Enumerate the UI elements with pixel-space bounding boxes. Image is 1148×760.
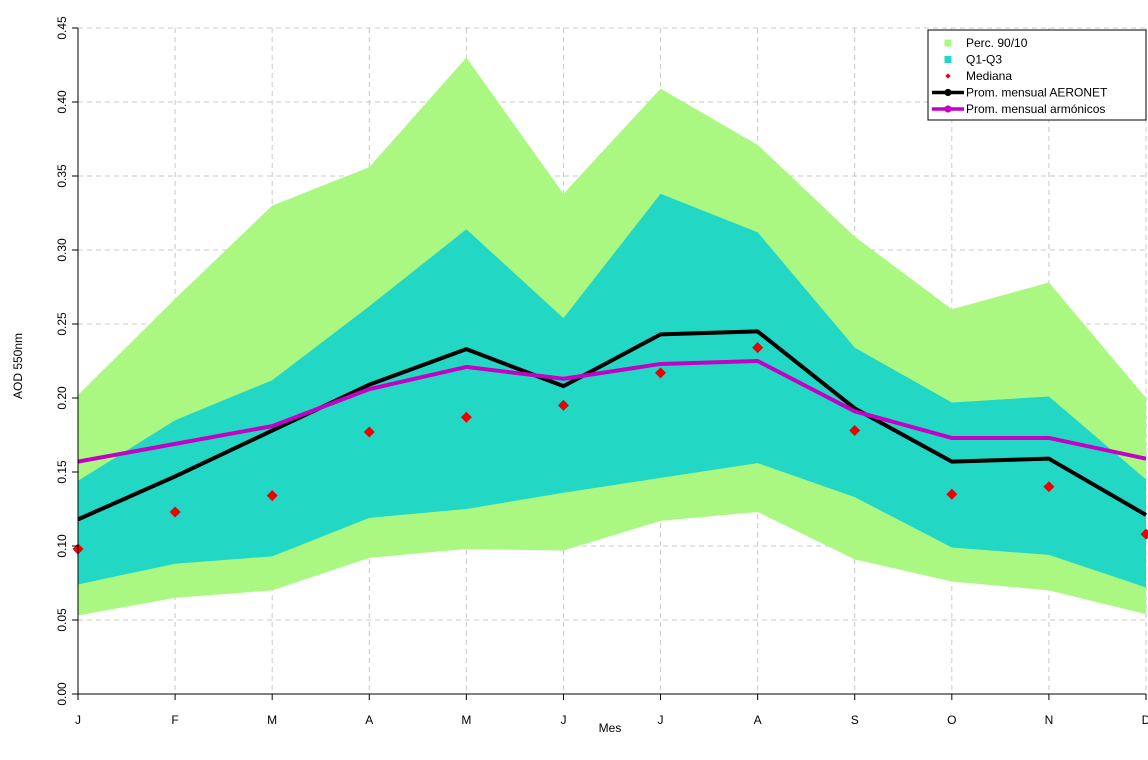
median-point-5 — [557, 399, 569, 411]
band-1 — [78, 193, 1146, 588]
series-lines — [77, 329, 1148, 522]
legend-label-3: Prom. mensual AERONET — [966, 86, 1108, 100]
median-point-3 — [363, 426, 375, 438]
median-points — [72, 342, 1148, 555]
x-tick-label-2: M — [267, 713, 277, 727]
x-tick-label-11: D — [1142, 713, 1148, 727]
y-tick-label-7: 0.35 — [55, 164, 69, 188]
y-tick-label-5: 0.25 — [55, 312, 69, 336]
x-tick-label-3: A — [365, 713, 373, 727]
x-tick-label-6: J — [658, 713, 664, 727]
median-point-2 — [266, 490, 278, 502]
x-tick-label-5: J — [560, 713, 566, 727]
median-point-9 — [946, 488, 958, 500]
y-tick-label-6: 0.30 — [55, 238, 69, 262]
legend: Perc. 90/10 Q1-Q3 Mediana Prom. mensual AER… — [927, 29, 1147, 121]
median-point-1 — [169, 506, 181, 518]
legend-marker-3 — [944, 88, 952, 97]
y-tick-label-8: 0.40 — [55, 90, 69, 114]
median-point-6 — [655, 367, 667, 379]
median-point-8 — [849, 425, 861, 437]
y-tick-label-2: 0.10 — [55, 534, 69, 558]
legend-swatch-0 — [944, 39, 952, 47]
axes: 0.00 0.05 0.10 0.15 0.20 0.25 0.30 0.35 0.40 0.45… — [55, 16, 1148, 727]
x-tick-label-9: O — [947, 713, 956, 727]
y-tick-label-1: 0.05 — [55, 608, 69, 632]
y-tick-label-3: 0.15 — [55, 460, 69, 484]
x-tick-label-7: A — [754, 713, 762, 727]
median-point-7 — [752, 342, 764, 354]
x-tick-label-8: S — [851, 713, 859, 727]
x-tick-label-1: F — [171, 713, 178, 727]
x-axis-title: Mes — [599, 721, 622, 735]
median-point-11 — [1140, 528, 1148, 540]
median-point-4 — [460, 411, 472, 423]
band-areas — [78, 57, 1146, 616]
x-tick-label-10: N — [1045, 713, 1054, 727]
x-tick-label-4: M — [461, 713, 471, 727]
y-axis-title: AOD 550nm — [11, 333, 25, 399]
legend-swatch-1 — [944, 56, 952, 63]
legend-label-0: Perc. 90/10 — [966, 36, 1028, 50]
x-tick-label-0: J — [75, 713, 81, 727]
y-tick-label-0: 0.00 — [55, 682, 69, 706]
legend-swatch-2 — [945, 73, 951, 79]
series-line-2 — [77, 359, 1147, 464]
legend-label-4: Prom. mensual armónicos — [966, 102, 1105, 116]
legend-label-1: Q1-Q3 — [966, 53, 1002, 67]
y-tick-label-9: 0.45 — [55, 16, 69, 40]
series-line-1 — [77, 329, 1148, 522]
median-point-10 — [1043, 481, 1055, 493]
y-tick-label-4: 0.20 — [55, 386, 69, 410]
legend-box — [927, 29, 1147, 121]
legend-marker-4 — [944, 105, 952, 113]
legend-label-2: Mediana — [966, 69, 1012, 83]
